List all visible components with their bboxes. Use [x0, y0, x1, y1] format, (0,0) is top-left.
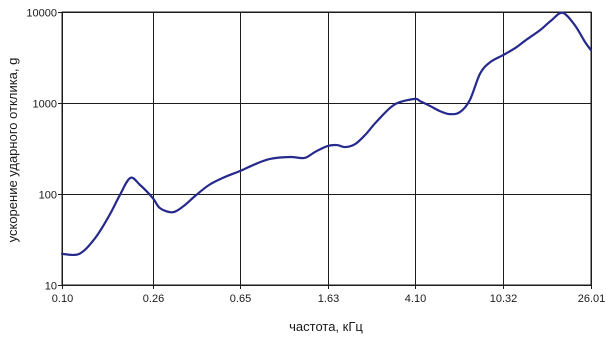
- x-tick-label: 0.10: [52, 293, 73, 305]
- x-tick-label: 26.01: [578, 293, 606, 305]
- tick-labels: 0.10 0.26 0.65 1.63 4.10 10.32 26.01 10 100 1000 1…: [26, 8, 605, 306]
- series-line: [60, 11, 593, 257]
- x-tick-label: 0.26: [143, 293, 164, 305]
- y-tick-label: 100: [39, 190, 57, 202]
- x-tick-label: 0.65: [230, 293, 251, 305]
- series-group: [60, 11, 593, 257]
- x-tick-label: 4.10: [405, 293, 426, 305]
- x-axis-title: частота, кГц: [289, 319, 363, 334]
- x-tick-label: 1.63: [318, 293, 339, 305]
- y-axis-title: ускорение ударного отклика, g: [5, 58, 20, 243]
- tick-marks: [58, 12, 592, 289]
- y-tick-label: 10000: [26, 8, 57, 20]
- plot-area: [61, 11, 592, 286]
- x-tick-label: 10.32: [490, 293, 518, 305]
- y-tick-label: 10: [45, 281, 57, 293]
- y-tick-label: 1000: [33, 99, 57, 111]
- grid-lines: [62, 12, 592, 286]
